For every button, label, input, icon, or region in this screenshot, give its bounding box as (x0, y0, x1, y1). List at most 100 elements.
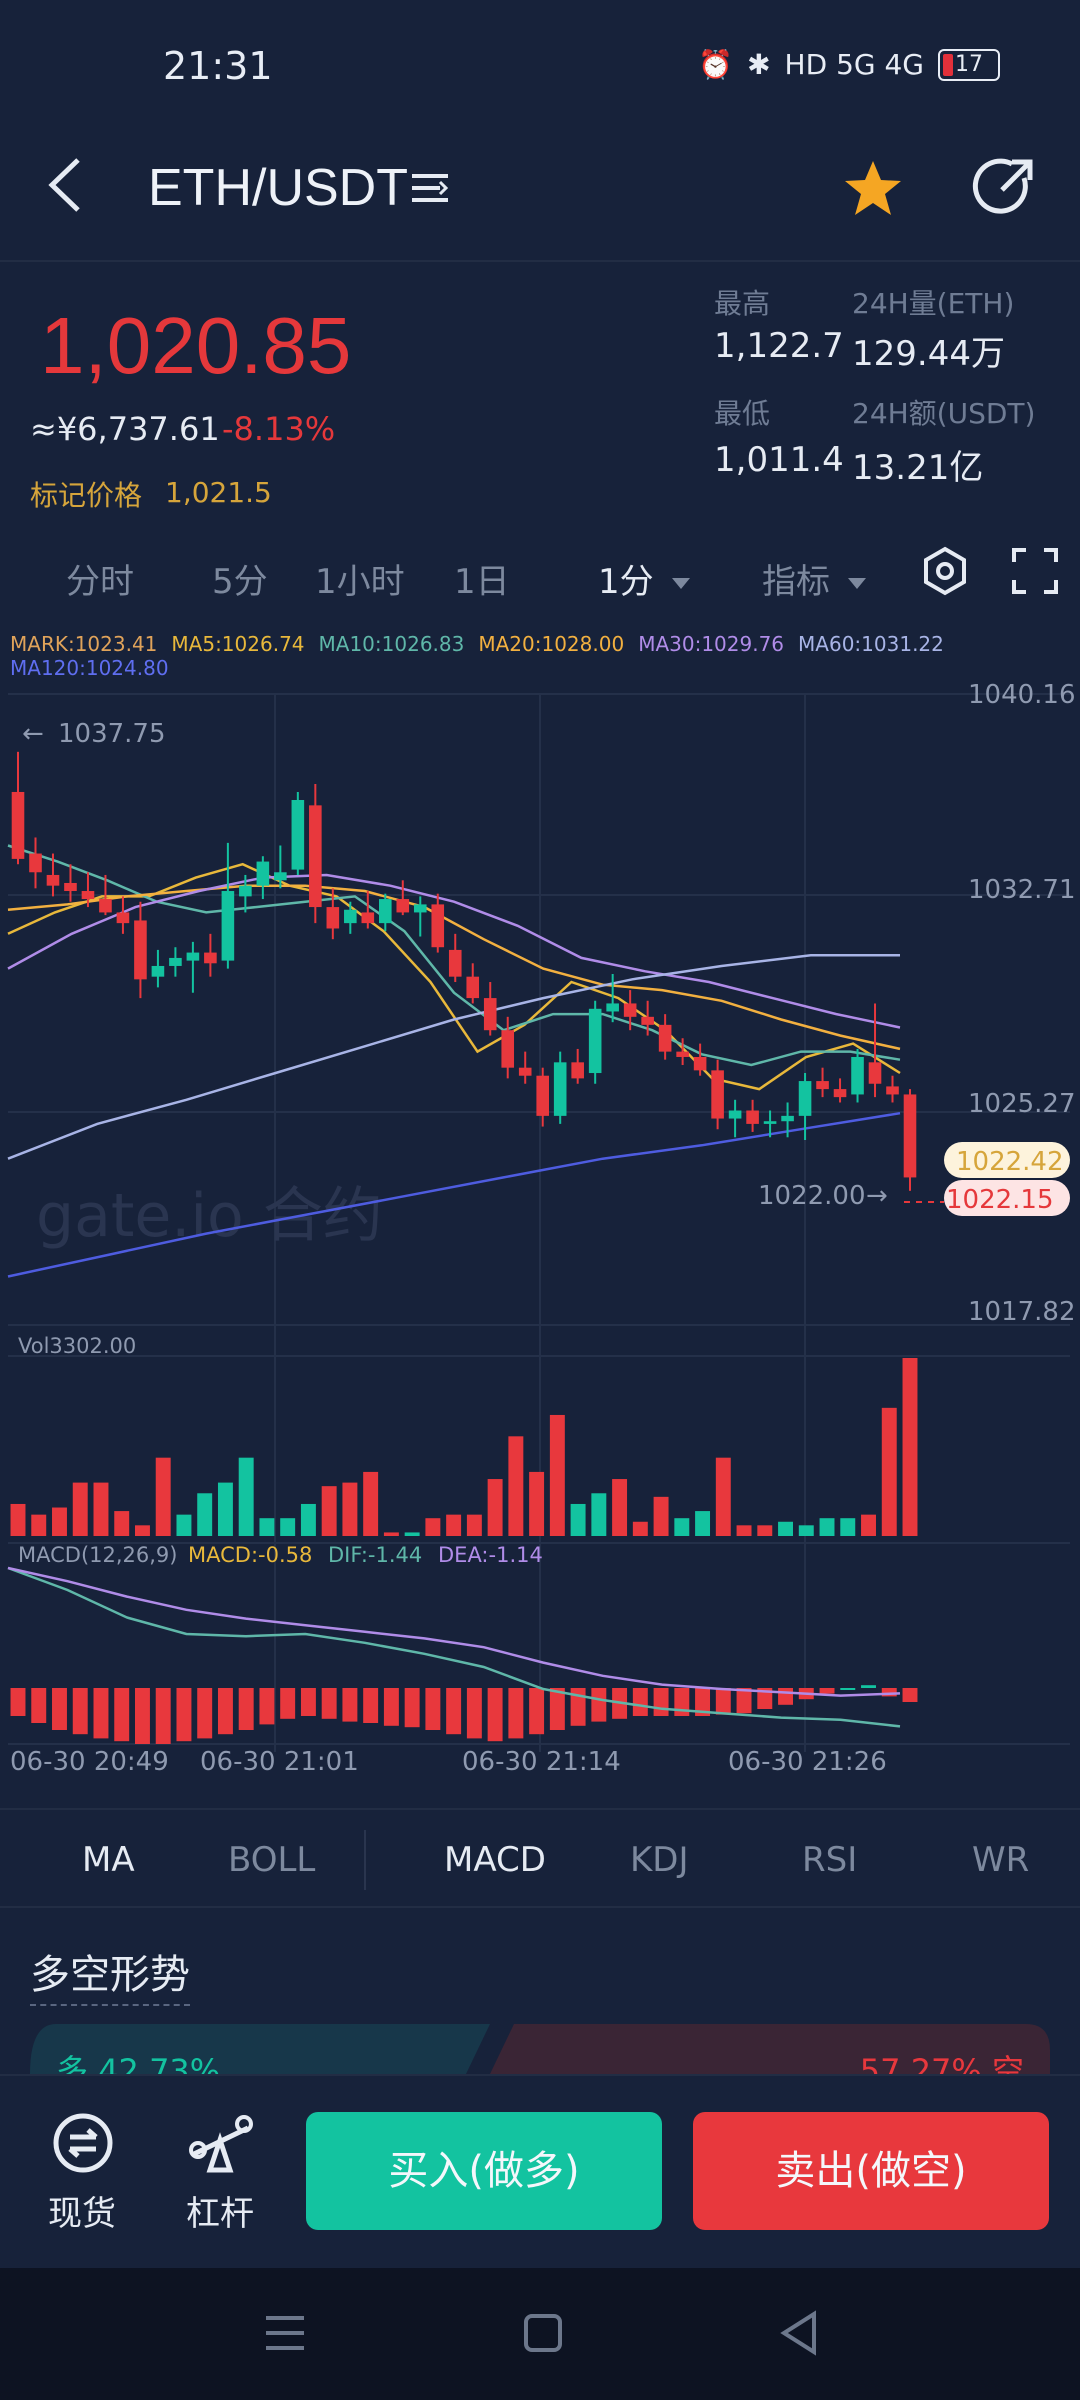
macd-legend-label: MACD(12,26,9) (18, 1543, 178, 1567)
candle (81, 891, 95, 900)
macd-legend-value: MACD:-0.58 (188, 1543, 312, 1567)
candle (886, 1086, 899, 1095)
candle (728, 1110, 742, 1119)
max-price-label: 1037.75 (58, 719, 166, 749)
candle (763, 1121, 777, 1124)
candle (221, 891, 235, 961)
macd-bar (632, 1688, 648, 1716)
indicator-tabs: MA BOLL MACD KDJ RSI WR (0, 1808, 1080, 1908)
candle (431, 904, 445, 948)
chevron-down-icon (671, 578, 690, 589)
candle (483, 998, 497, 1031)
tab-1hour[interactable]: 1小时 (315, 562, 405, 602)
mark-price-tag-label: 1022.42 (956, 1147, 1064, 1177)
volume-bar (383, 1532, 399, 1536)
y-tick-3: 1025.27 (968, 1089, 1076, 1119)
volume-bar (72, 1482, 88, 1536)
volume-bar (570, 1503, 586, 1536)
candle (536, 1075, 550, 1116)
high-value: 1,122.7 (714, 326, 844, 366)
status-bar: 21:31 ⏰ ✱ HD 5G 4G 17 (0, 0, 1080, 140)
candle (344, 909, 357, 924)
spot-icon[interactable] (52, 2112, 114, 2174)
tab-wr[interactable]: WR (972, 1840, 1030, 1880)
volume-bar (674, 1518, 690, 1536)
status-icons: ⏰ ✱ HD 5G 4G 17 (698, 48, 1000, 81)
macd-bar (778, 1688, 794, 1705)
home-icon[interactable] (522, 2312, 564, 2354)
ma-lines (7, 844, 901, 1278)
candle (466, 976, 480, 999)
candle (361, 912, 375, 924)
tab-1min-label: 1分 (598, 562, 654, 602)
candle (781, 1115, 794, 1122)
volume-bar (280, 1518, 296, 1536)
leverage-label[interactable]: 杠杆 (186, 2194, 254, 2234)
sentiment-bar: 多 42.73% 57.27% 空 (30, 2024, 1050, 2074)
volume-bar (300, 1503, 316, 1536)
macd-bar (549, 1688, 565, 1730)
volume-bar (342, 1482, 358, 1536)
volume-bar (653, 1496, 669, 1536)
legend-ma30: MA30:1029.76 (638, 632, 785, 656)
tab-1min-dropdown[interactable]: 1分 (598, 554, 690, 603)
tab-boll[interactable]: BOLL (228, 1840, 316, 1880)
spot-label[interactable]: 现货 (48, 2194, 116, 2234)
sell-short-button[interactable]: 卖出(做空) (693, 2112, 1049, 2230)
fullscreen-icon[interactable] (1012, 548, 1058, 594)
candle (99, 899, 112, 913)
max-arrow: ← (22, 719, 44, 749)
candle (588, 1008, 602, 1074)
tab-rsi[interactable]: RSI (802, 1840, 858, 1880)
settings-icon[interactable] (920, 546, 970, 596)
x-tick-3: 06-30 21:14 (462, 1747, 621, 1777)
candle (378, 899, 392, 924)
macd-bar (93, 1688, 109, 1739)
candle (204, 952, 217, 964)
indicator-dropdown[interactable]: 指标 (762, 554, 866, 603)
buy-long-button[interactable]: 买入(做多) (306, 2112, 662, 2230)
tab-5min[interactable]: 5分 (212, 562, 268, 602)
share-icon[interactable] (972, 154, 1038, 220)
volume-bar (529, 1471, 545, 1536)
candle (46, 874, 60, 886)
candle (274, 872, 287, 881)
candle (309, 805, 322, 908)
volume-bar (757, 1525, 773, 1536)
macd-bar (176, 1688, 192, 1742)
candle (746, 1110, 759, 1124)
volume-bar (10, 1503, 26, 1536)
cny-price: ≈¥6,737.61 (30, 410, 220, 448)
chevron-down-icon (848, 578, 866, 589)
favorite-star-icon[interactable] (842, 158, 904, 220)
volume-bar (549, 1414, 565, 1536)
menu-icon[interactable] (262, 2312, 308, 2354)
pair-menu-icon[interactable] (410, 168, 450, 208)
candle (134, 920, 147, 980)
volume-bar (446, 1514, 462, 1536)
tab-ma[interactable]: MA (82, 1840, 135, 1880)
macd-panel (7, 1566, 918, 1744)
vol-label: 24H量(ETH) (852, 287, 1015, 320)
sentiment-bar-graphic (30, 2024, 1050, 2074)
legend-mark: MARK:1023.41 (10, 632, 158, 656)
x-tick-4: 06-30 21:26 (728, 1747, 887, 1777)
tab-timeline[interactable]: 分时 (66, 562, 134, 602)
candle (116, 912, 130, 924)
candlestick-chart[interactable]: gate.io 合约 1040.16 1032.71 1025.27 1017.… (0, 680, 1080, 1780)
nav-back-icon[interactable] (778, 2310, 820, 2356)
leverage-icon[interactable] (186, 2110, 256, 2176)
macd-bar (217, 1688, 233, 1735)
y-tick-4: 1017.82 (968, 1297, 1076, 1327)
tab-kdj[interactable]: KDJ (630, 1840, 689, 1880)
tab-macd[interactable]: MACD (444, 1840, 546, 1880)
pair-title[interactable]: ETH/USDT (148, 159, 408, 217)
candle (641, 1016, 654, 1025)
macd-bar (10, 1688, 26, 1716)
tab-1day[interactable]: 1日 (454, 562, 510, 602)
macd-bar (114, 1688, 130, 1742)
candle (606, 1003, 619, 1012)
macd-bar (238, 1688, 254, 1730)
volume-bar (134, 1525, 150, 1536)
back-icon[interactable] (40, 150, 90, 220)
